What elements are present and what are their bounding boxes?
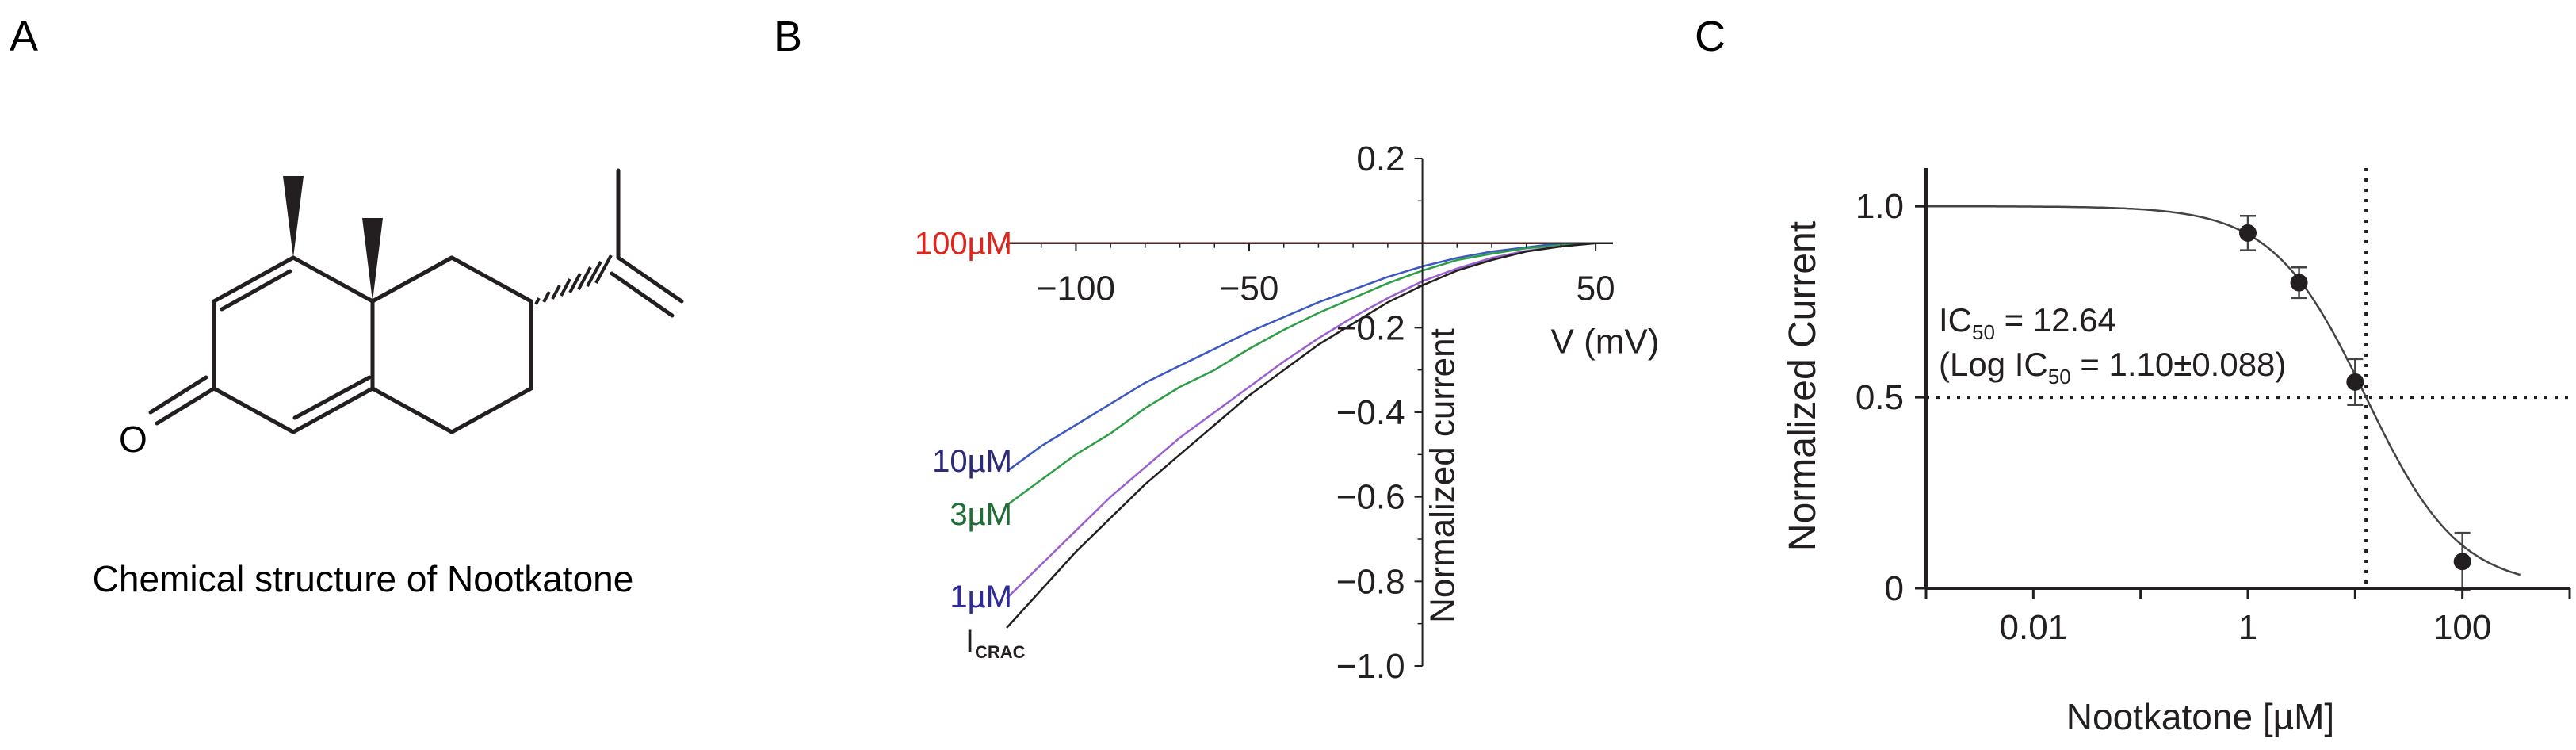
c-log-ic50-annotation-part: 50 [2048, 365, 2071, 388]
c-reference-lines [1926, 168, 2570, 588]
panel-a-letter: A [10, 13, 38, 60]
b-x-axis-title: V (mV) [1551, 322, 1660, 361]
c-ic50-annotation: IC50 = 12.64 [1939, 301, 2116, 344]
b-trace-3m [1006, 242, 1613, 507]
panel-a: A [10, 13, 684, 599]
panel-b-letter: B [774, 13, 802, 60]
panel-b: B −100 −50 50 0.2 −0.2 −0.4 −0.6 −0.8 −1.0 V (mV)… [774, 13, 1659, 686]
structure-caption: Chemical structure of Nootkatone [93, 558, 634, 599]
c-data-points [2239, 214, 2471, 591]
c-x-tick-label: 100 [2433, 608, 2491, 647]
b-series-label: 1µM [950, 580, 1012, 614]
c-data-point [2290, 274, 2308, 292]
b-x-tick-label: 50 [1577, 270, 1615, 308]
c-y-tick-label: 0 [1885, 569, 1904, 608]
c-log-ic50-annotation-part: = 1.10±0.088) [2071, 346, 2287, 383]
c-x-tick-label: 0.01 [2000, 608, 2068, 647]
b-trace-icrac [1006, 242, 1613, 629]
c-data-point [2239, 224, 2257, 242]
b-y-tick-label: −0.4 [1336, 393, 1405, 432]
b-x-tick-label: −50 [1220, 270, 1279, 308]
c-fit-curve [1926, 205, 2521, 576]
b-series-label: 3µM [950, 497, 1012, 532]
panel-c: C 0 0.5 1.0 0.01 1 100 Nootkatone [µM] Normaliz… [1695, 13, 2571, 737]
c-ic50-annotation-part: 50 [1972, 320, 1995, 344]
c-log-ic50-annotation-part: (Log IC [1939, 346, 2048, 383]
c-ic50-annotation-part: = 12.64 [1995, 301, 2116, 339]
c-data-point [2453, 553, 2471, 571]
wedge-bond-methyl-1 [283, 176, 304, 258]
b-series-label: 10µM [932, 444, 1012, 479]
c-data-point [2346, 373, 2364, 391]
b-y-tick-label: −0.8 [1336, 562, 1405, 601]
c-y-axis-title: Normalized Current [1782, 221, 1824, 551]
hashed-bond [534, 254, 613, 305]
c-axes [1915, 168, 2571, 599]
b-x-tick-label: −100 [1037, 270, 1115, 308]
b-y-tick-label: −0.6 [1336, 478, 1405, 517]
c-y-tick-label: 0.5 [1856, 378, 1904, 417]
c-fit-line [1926, 205, 2521, 576]
panel-c-letter: C [1695, 13, 1726, 60]
c-log-ic50-annotation: (Log IC50 = 1.10±0.088) [1939, 346, 2286, 388]
b-labels: −100 −50 50 0.2 −0.2 −0.4 −0.6 −0.8 −1.0 V (mV) No… [915, 140, 1660, 686]
b-series-label-subscript: CRAC [975, 642, 1026, 662]
b-y-tick-label: −0.2 [1336, 308, 1405, 347]
c-y-tick-label: 1.0 [1856, 187, 1904, 226]
oxygen-atom-label: O [119, 419, 147, 460]
b-y-tick-label: 0.2 [1356, 140, 1405, 178]
nootkatone-structure [148, 168, 684, 434]
b-axes [1006, 158, 1613, 667]
c-data-point-group [2239, 214, 2257, 251]
wedge-bond-methyl-2 [362, 218, 383, 301]
b-y-axis-title: Normalized current [1424, 328, 1462, 623]
c-data-point-group [2346, 358, 2364, 406]
c-labels: 0 0.5 1.0 0.01 1 100 Nootkatone [µM] Normalized… [1782, 187, 2491, 737]
c-x-tick-label: 1 [2238, 608, 2257, 647]
b-series-label: I [965, 624, 974, 659]
c-data-point-group [2290, 266, 2308, 300]
c-ic50-annotation-part: IC [1939, 301, 1972, 339]
b-y-tick-label: −1.0 [1336, 647, 1405, 686]
c-x-axis-title: Nootkatone [µM] [2066, 696, 2334, 737]
b-series-label: 100µM [915, 227, 1012, 262]
